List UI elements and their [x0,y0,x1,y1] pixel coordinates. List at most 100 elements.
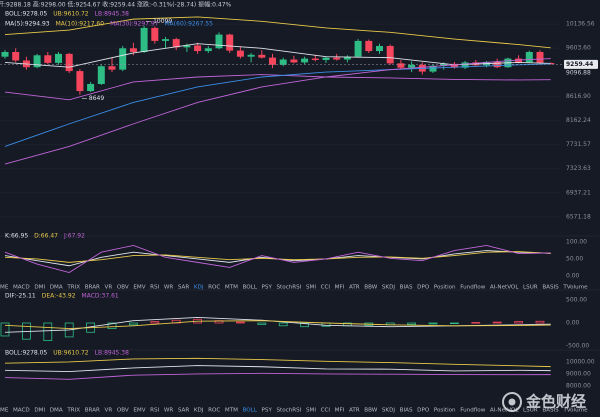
indicator-tab[interactable]: TVolume [562,408,588,414]
indicator-tab[interactable]: ATR [349,408,360,414]
indicator-tab[interactable]: LSUR [523,408,538,414]
indicator-tab[interactable]: LSUR [523,285,538,291]
indicator-tab[interactable]: MACD [13,408,30,414]
candle-body [429,65,437,72]
indicator-tab[interactable]: BOLL [243,285,258,291]
indicator-tab[interactable]: MTM [225,408,238,414]
indicator-tab[interactable]: ROC [208,408,220,414]
indicator-tab[interactable]: BRAR [85,408,100,414]
indicator-tab[interactable]: DMI [34,408,45,414]
indicator-tab[interactable]: CCI [321,408,331,414]
indicator-tab[interactable]: MACD [13,285,30,291]
legend-entry: K:66.95 [5,233,28,240]
candle-body [33,55,41,68]
indicator-tab[interactable]: MFI [335,408,345,414]
indicator-tab[interactable]: SAR [178,408,189,414]
indicator-tab[interactable]: Position [434,285,456,291]
indicator-tab[interactable]: DMA [50,408,63,414]
indicator-tab[interactable]: OBV [117,408,129,414]
macd-bar [107,322,117,329]
indicator-tab[interactable]: BASIS [542,285,559,291]
indicator-tab[interactable]: StochRSI [276,408,301,414]
candle-body [162,39,169,41]
candle-body [408,64,416,68]
overlay-line [4,63,551,147]
indicator-tab[interactable]: CCI [321,285,331,291]
y-tick-label: 9000.00 [566,370,591,377]
watermark-logo [502,392,522,412]
legend-entry: DEA:-43.92 [42,293,76,300]
indicator-tab[interactable]: MFI [335,285,345,291]
indicator-tab[interactable]: SMI [306,285,316,291]
candle-body [204,48,212,52]
indicator-tab[interactable]: VR [105,408,113,414]
candle-body [172,39,180,48]
indicator-tab[interactable]: BBW [364,408,377,414]
legend-entry: J:67.92 [63,233,85,240]
indicator-tab[interactable]: PSY [262,285,273,291]
indicator-tab[interactable]: ROC [208,285,220,291]
indicator-tab[interactable]: DPO [417,285,430,291]
indicator-tab[interactable]: TVolume [562,285,588,291]
macd-bar [471,322,481,324]
indicator-tab[interactable]: BOLL [243,408,258,414]
indicator-tab[interactable]: StochRSI [276,285,301,291]
y-tick-label: 7731.57 [566,141,591,148]
legend-entry: LB:8945.38 [95,350,129,357]
indicator-tab[interactable]: BASIS [542,408,559,414]
candle-body [55,53,62,63]
indicator-tab[interactable]: OBV [117,285,129,291]
y-tick-label: 50.00 [566,255,583,262]
indicator-tab[interactable]: Fundflow [460,285,485,291]
candle-body [151,27,159,41]
indicator-tab[interactable]: DMA [50,285,63,291]
candle-body [140,27,148,52]
indicator-tab[interactable]: PSY [262,408,273,414]
indicator-tab[interactable]: EMV [133,285,145,291]
indicator-line [4,372,551,380]
candle-body [279,59,287,65]
indicator-tab[interactable]: TRIX [66,408,80,414]
indicator-tab[interactable]: DMI [34,285,45,291]
indicator-tab[interactable]: SMI [306,408,316,414]
candle-body [376,45,383,52]
macd-bar [300,322,310,328]
indicator-tab[interactable]: ATR [349,285,360,291]
indicator-tab[interactable]: BBW [364,285,377,291]
macd-bar [428,322,438,325]
indicator-tab[interactable]: WR [164,408,174,414]
indicator-tab[interactable]: KDJ [194,285,204,291]
overlay-line [4,43,551,68]
indicator-tab[interactable]: ME [0,408,9,414]
legend-entry: UB:9610.72 [53,11,89,18]
indicator-line [4,320,551,330]
overlay-line [4,16,551,49]
indicator-tab[interactable]: AI-NetVOL [490,285,519,291]
indicator-tab[interactable]: BIAS [400,408,413,414]
indicator-tab[interactable]: AI-NetVOL [490,408,519,414]
indicator-tab[interactable]: Position [434,408,456,414]
macd-bar [128,322,138,326]
y-tick-label: 7323.63 [566,165,591,172]
indicator-tab[interactable]: RSI [150,285,159,291]
indicator-tab[interactable]: ME [0,285,9,291]
indicator-tab[interactable]: Fundflow [460,408,485,414]
indicator-tab[interactable]: BRAR [85,285,100,291]
candle-body [97,66,105,84]
indicator-tab[interactable]: WR [164,285,174,291]
overlay-line [4,58,551,165]
indicator-tab[interactable]: SAR [178,285,189,291]
indicator-tab[interactable]: BIAS [400,285,413,291]
indicator-tab[interactable]: TRIX [66,285,80,291]
indicator-tab[interactable]: SKDJ [382,285,396,291]
indicator-tab[interactable]: DPO [417,408,430,414]
indicator-tab[interactable]: VR [105,285,113,291]
indicator-tab[interactable]: KDJ [194,408,204,414]
indicator-tab[interactable]: EMV [133,408,145,414]
legend-entry: MA(5):9294.93 [5,21,50,28]
y-tick-label: -500.00 [566,343,589,350]
indicator-tab[interactable]: MTM [225,285,238,291]
indicator-tab[interactable]: RSI [150,408,159,414]
indicator-tab[interactable]: SKDJ [382,408,396,414]
